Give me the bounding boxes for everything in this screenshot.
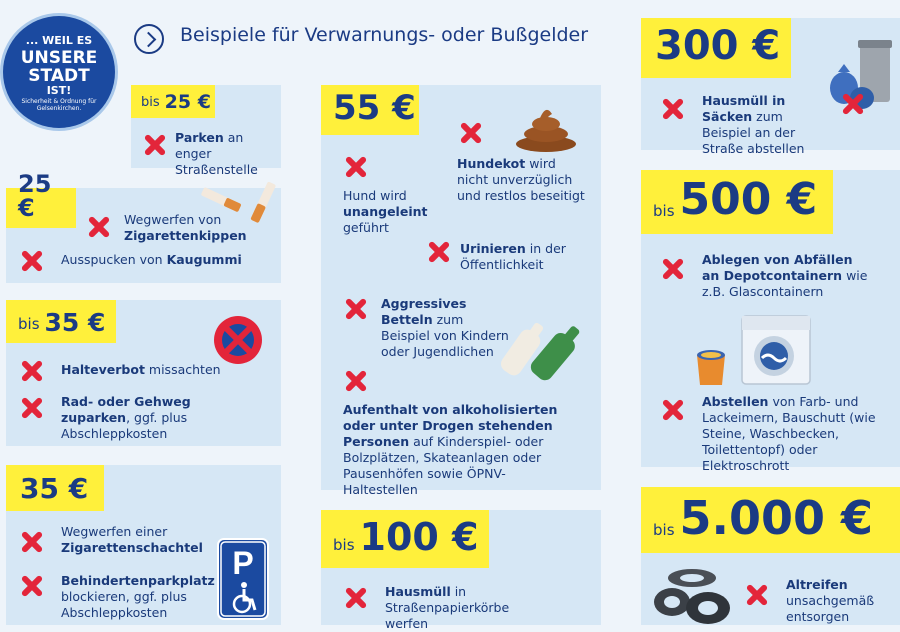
no-stopping-sign-icon: [214, 316, 262, 364]
tires-icon: [654, 569, 730, 624]
amount-badge: bis 5.000 €: [641, 487, 900, 553]
paint-bucket-icon: [697, 350, 725, 385]
fine-item: Parken an enger Straßenstelle: [175, 130, 258, 177]
fine-item: Hausmüll in Säcken zum Beispiel an der S…: [702, 93, 805, 156]
amount-value: 5.000 €: [679, 491, 874, 545]
cross-icon: [344, 586, 368, 610]
fine-item: Altreifen unsach­gemäß entsorgen: [786, 577, 875, 624]
cross-icon: [20, 530, 44, 554]
amount-value: 35 €: [44, 308, 106, 337]
cigarette-butts-icon: [201, 181, 276, 223]
page-title: Beispiele für Verwarnungs- oder Bußgelde…: [180, 24, 589, 46]
amount-badge: bis 25 €: [131, 85, 215, 118]
cross-icon: [661, 97, 685, 121]
cross-icon: [20, 359, 44, 383]
amount-value: 300 €: [655, 23, 781, 69]
amount-value: 35 €: [20, 472, 89, 505]
logo: ... WEIL ES UNSERE STADT IST! Sicherheit…: [3, 16, 115, 128]
disabled-parking-sign-icon: P: [217, 538, 269, 620]
fine-item: Rad- oder Gehweg zuparken, ggf. plus Abs…: [61, 394, 191, 441]
cross-icon: [841, 92, 865, 116]
cross-icon: [427, 240, 451, 264]
fine-item: Urinieren in der Öffentlichkeit: [460, 241, 566, 272]
amount-prefix: bis: [653, 202, 675, 220]
fine-item: Abstellen von Farb- und Lack­eimern, Bau…: [702, 394, 876, 473]
amount-badge: bis 35 €: [6, 300, 116, 343]
cross-icon: [344, 297, 368, 321]
amount-prefix: bis: [653, 521, 675, 539]
cross-icon: [745, 583, 769, 607]
fine-item: Behindertenparkplatz blockieren, ggf. pl…: [61, 573, 215, 620]
amount-badge: bis 100 €: [321, 510, 489, 568]
cross-icon: [143, 133, 167, 157]
bottles-icon: [500, 322, 580, 381]
amount-prefix: bis: [333, 536, 355, 554]
cross-icon: [661, 257, 685, 281]
logo-tagline: Sicherheit & Ordnung für Gelsenkirchen.: [21, 98, 97, 112]
fine-card-55: [321, 85, 601, 490]
amount-value: 25 €: [18, 170, 52, 222]
cross-icon: [459, 121, 483, 145]
logo-line-2: UNSERE: [20, 48, 98, 68]
amount-badge: 55 €: [321, 85, 419, 135]
cross-icon: [20, 249, 44, 273]
logo-line-1: ... WEIL ES: [25, 34, 93, 47]
cross-icon: [344, 369, 368, 393]
fine-item: Ablegen von Abfällen an Depotcontainern …: [702, 252, 868, 299]
amount-prefix: bis: [141, 95, 160, 110]
washing-machine-icon: [741, 315, 811, 385]
logo-line-3: STADT: [28, 66, 90, 86]
fine-item: Ausspucken von Kaugummi: [61, 252, 242, 267]
amount-badge: bis 500 €: [641, 170, 833, 234]
fine-item: Hund wird unangeleint geführt: [343, 188, 428, 235]
logo-line-4: IST!: [46, 84, 72, 97]
cross-icon: [87, 215, 111, 239]
amount-value: 500 €: [679, 174, 818, 225]
fine-item: Halteverbot missachten: [61, 362, 221, 377]
amount-value: 25 €: [164, 91, 211, 113]
fine-item: Wegwerfen von Zigarettenkippen: [124, 212, 247, 243]
cross-icon: [20, 574, 44, 598]
fine-item: Aggressives Betteln zum Beispiel von Kin…: [381, 296, 509, 359]
cross-icon: [661, 398, 685, 422]
amount-value: 55 €: [333, 88, 416, 128]
dog-poop-icon: [516, 109, 576, 152]
fine-item: Aufenthalt von alkoholisierten oder unte…: [343, 402, 558, 497]
fine-item: Wegwerfen einer Zigarettenschachtel: [61, 524, 203, 555]
amount-badge: 300 €: [641, 18, 791, 78]
chevron-right-icon: [134, 24, 164, 54]
fine-item: Hundekot wird nicht unverzüglich und res…: [457, 156, 585, 203]
amount-value: 100 €: [359, 515, 479, 559]
svg-text:P: P: [232, 545, 253, 581]
amount-badge: 25 €: [6, 172, 76, 228]
cross-icon: [20, 396, 44, 420]
cross-icon: [344, 155, 368, 179]
fine-item: Hausmüll in Straßen­papierkörbe werfen: [385, 584, 510, 631]
amount-badge: 35 €: [6, 465, 104, 511]
amount-prefix: bis: [18, 315, 40, 333]
